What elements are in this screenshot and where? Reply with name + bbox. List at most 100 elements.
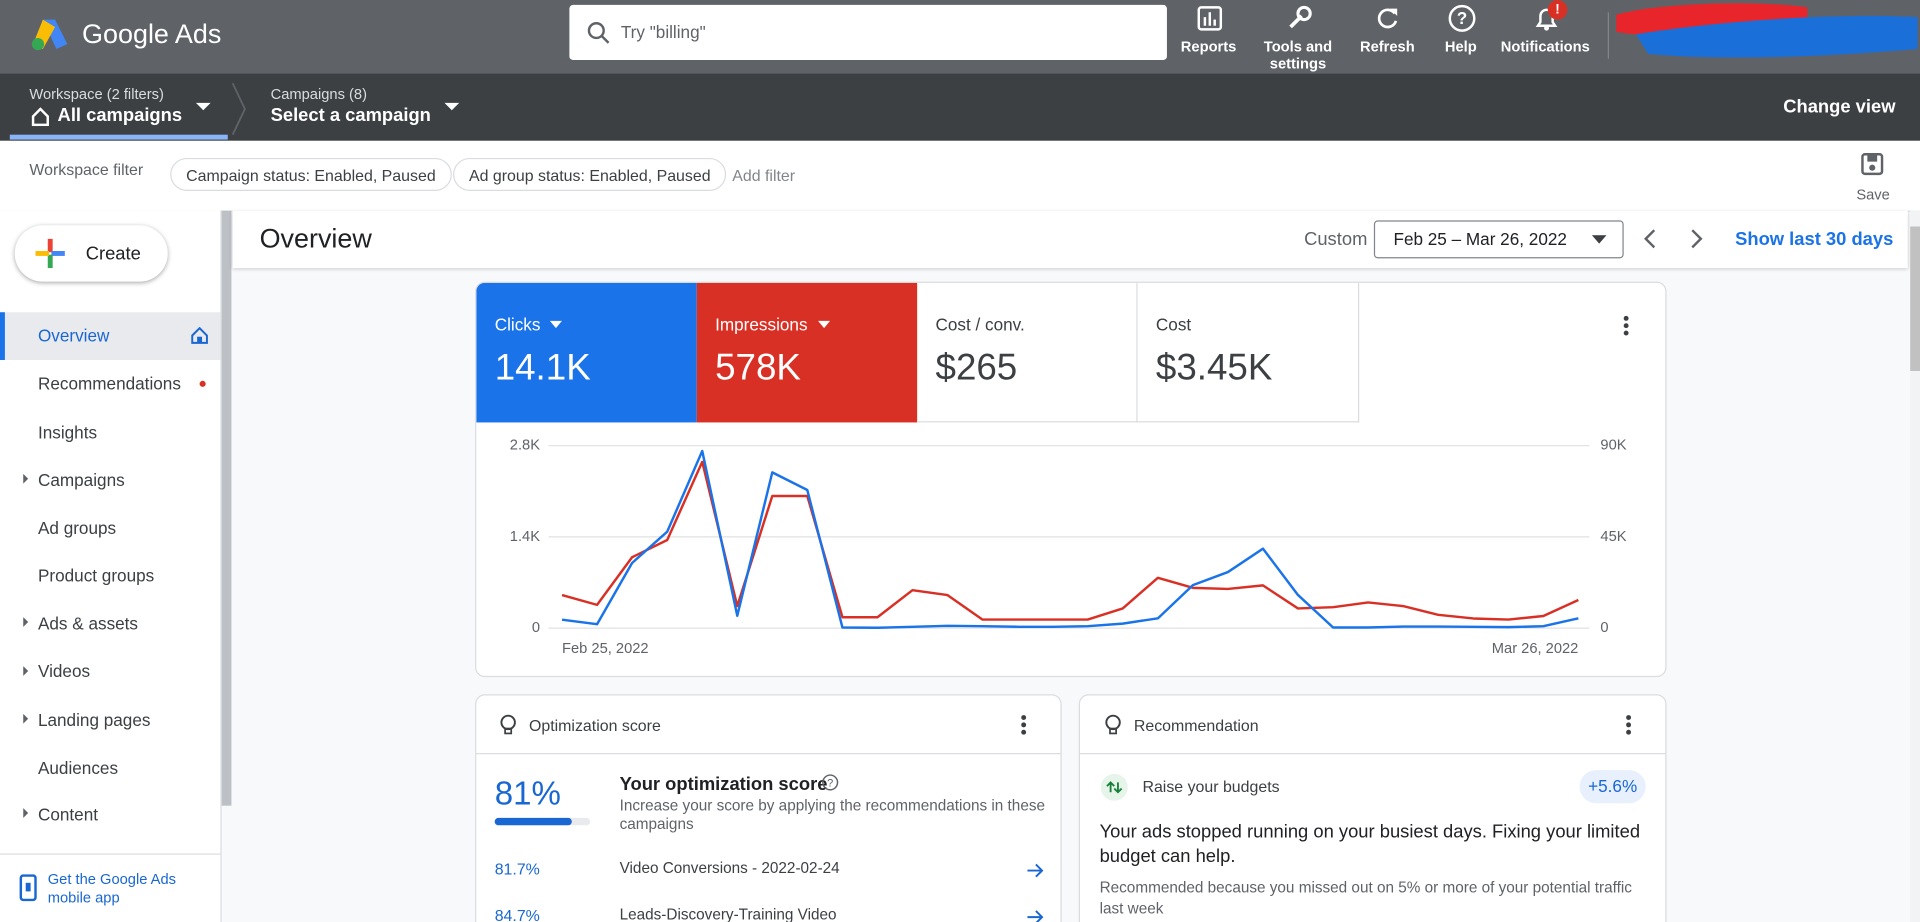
campaign-name[interactable]: Leads-Discovery-Training Video xyxy=(619,906,837,922)
filter-chip[interactable]: Ad group status: Enabled, Paused xyxy=(453,157,727,192)
nav-item[interactable]: Product groups xyxy=(37,565,155,586)
create-label[interactable]: Create xyxy=(85,243,141,265)
bulb-icon xyxy=(500,714,516,735)
card-title: Recommendation xyxy=(1133,716,1259,735)
rec-heading: Your ads stopped running on your busiest… xyxy=(1099,821,1641,867)
nav-item[interactable]: Ads & assets xyxy=(37,613,139,634)
budget-icon xyxy=(1100,773,1128,801)
search-box[interactable] xyxy=(569,4,1167,60)
tick-label: 90K xyxy=(1600,438,1626,454)
dropdown-arrow[interactable] xyxy=(549,320,563,329)
metric-value: 578K xyxy=(715,347,801,389)
nav-item[interactable]: Insights xyxy=(37,422,98,443)
filter-bar xyxy=(0,140,1920,212)
action-label[interactable]: Reports xyxy=(1180,37,1237,56)
nav-item[interactable]: Overview xyxy=(37,325,110,346)
filter-label: Workspace filter xyxy=(29,160,144,179)
refresh-icon xyxy=(1377,8,1398,29)
breadcrumb-chevron xyxy=(231,82,246,136)
filter-chip[interactable]: Campaign status: Enabled, Paused xyxy=(170,157,452,192)
metric-name: Impressions xyxy=(715,314,808,335)
metric-tile[interactable] xyxy=(917,282,1138,423)
page-scrollbar[interactable] xyxy=(1910,226,1920,372)
nav-bar xyxy=(0,73,1920,141)
nav-item[interactable]: Landing pages xyxy=(37,710,151,730)
kebab-menu[interactable] xyxy=(1622,315,1629,337)
action-label[interactable]: Refresh xyxy=(1359,37,1415,56)
kebab-menu[interactable] xyxy=(1625,714,1632,736)
date-range: Feb 25 – Mar 26, 2022 xyxy=(1393,228,1567,249)
dropdown-arrow[interactable] xyxy=(1591,235,1607,244)
arrow-icon[interactable] xyxy=(1027,863,1044,878)
save-icon[interactable] xyxy=(1860,152,1884,176)
workspace-label: Workspace (2 filters) xyxy=(29,85,164,103)
nav-item[interactable]: Videos xyxy=(37,661,91,681)
tick-label: 45K xyxy=(1600,529,1626,545)
notification-badge: ! xyxy=(1547,0,1568,20)
search-icon xyxy=(587,22,610,44)
tick-label: 0 xyxy=(1600,620,1608,636)
change-view[interactable]: Change view xyxy=(1783,96,1896,118)
nav-item[interactable]: Recommendations xyxy=(37,373,181,394)
search-placeholder: Try "billing" xyxy=(620,22,706,42)
score-bar xyxy=(494,817,572,826)
create-icon xyxy=(35,238,65,269)
line-chart: 0 1.4K 2.8K 0 45K 90K Feb 25, 2022 Mar 26, 2022 xyxy=(510,438,1627,657)
divider xyxy=(476,753,1061,755)
date-picker[interactable] xyxy=(1373,220,1624,259)
campaign-name[interactable]: Video Conversions - 2022-02-24 xyxy=(619,859,840,877)
show-last[interactable]: Show last 30 days xyxy=(1735,228,1894,250)
divider xyxy=(1607,12,1609,59)
campaigns-value[interactable]: Select a campaign xyxy=(270,105,431,127)
product-name[interactable]: Google Ads xyxy=(82,18,222,49)
series-line xyxy=(561,449,1579,629)
metric-tile[interactable] xyxy=(696,282,918,423)
logo xyxy=(31,19,68,51)
app-link[interactable]: Get the Google Ads mobile app xyxy=(47,870,177,907)
workspace-value[interactable]: All campaigns xyxy=(57,105,183,127)
metric-tile[interactable] xyxy=(1137,282,1360,423)
phone-icon xyxy=(19,874,37,902)
action-label[interactable]: Tools and settings xyxy=(1263,37,1333,73)
campaign-score: 84.7% xyxy=(494,906,540,922)
score: 81% xyxy=(494,775,561,812)
sidebar-scrollbar[interactable] xyxy=(221,210,232,806)
dropdown-arrow[interactable] xyxy=(195,102,212,112)
card-title: Optimization score xyxy=(528,716,661,735)
arrow-icon[interactable] xyxy=(1027,910,1044,922)
rec-note: Recommended because you missed out on 5%… xyxy=(1099,879,1632,918)
nav-item[interactable]: Audiences xyxy=(37,757,119,778)
dropdown-arrow[interactable] xyxy=(817,320,831,329)
add-filter[interactable]: Add filter xyxy=(732,166,796,185)
nav-item[interactable]: Ad groups xyxy=(37,517,117,538)
redacted-account xyxy=(1616,3,1918,58)
range-type: Custom xyxy=(1304,228,1368,250)
x-tick-label: Mar 26, 2022 xyxy=(1492,641,1579,657)
dropdown-arrow[interactable] xyxy=(443,102,460,112)
period-arrows[interactable] xyxy=(1641,228,1707,250)
page-title: Overview xyxy=(259,222,372,254)
campaigns-label: Campaigns (8) xyxy=(270,85,367,103)
nav-item[interactable]: Content xyxy=(37,804,99,825)
expand-arrows[interactable] xyxy=(22,470,29,825)
selected-item-bar xyxy=(0,312,5,360)
notice-dot xyxy=(199,380,206,387)
kebab-menu[interactable] xyxy=(1020,714,1027,736)
metric-value: $3.45K xyxy=(1155,347,1273,389)
overview-bar xyxy=(232,210,1908,269)
recommendation-card: Recommendation Raise your budgets +5.6% … xyxy=(1078,694,1667,922)
action-label[interactable]: Notifications xyxy=(1500,37,1590,56)
nav-item[interactable]: Campaigns xyxy=(37,470,125,490)
save-label[interactable]: Save xyxy=(1856,186,1890,204)
help-icon: ? xyxy=(1448,4,1476,32)
home-icon xyxy=(191,326,208,344)
action-label[interactable]: Help xyxy=(1444,37,1477,56)
metric-name: Cost xyxy=(1155,314,1192,335)
x-tick-label: Feb 25, 2022 xyxy=(562,641,649,657)
metric-tile[interactable] xyxy=(476,282,697,423)
help-icon[interactable]: ? xyxy=(822,774,839,791)
metric-value: 14.1K xyxy=(494,347,591,389)
